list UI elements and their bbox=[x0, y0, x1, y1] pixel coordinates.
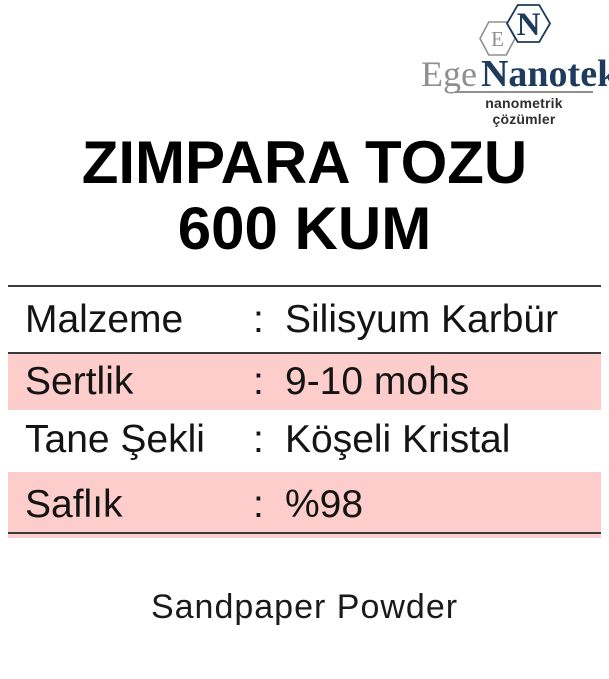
spec-separator: : bbox=[253, 360, 264, 403]
hexagon-letter-n: N bbox=[517, 7, 541, 43]
brand-name-first: Ege bbox=[421, 54, 477, 94]
brand-name-second: Nanotek bbox=[480, 53, 609, 95]
spec-separator: : bbox=[253, 483, 264, 526]
table-row: Malzeme : Silisyum Karbür bbox=[8, 287, 601, 352]
brand-logo: E N Ege Nanotek nanometrik çözümler bbox=[0, 0, 609, 127]
table-row: Saflık : %98 bbox=[8, 472, 601, 538]
product-title: ZIMPARA TOZU 600 KUM bbox=[0, 130, 609, 262]
english-caption: Sandpaper Powder bbox=[150, 588, 459, 626]
table-row: Tane Şekli : Köşeli Kristal bbox=[8, 410, 601, 469]
product-title-line1: ZIMPARA TOZU bbox=[81, 129, 528, 196]
spec-label: Tane Şekli bbox=[25, 417, 205, 461]
spec-value: Köşeli Kristal bbox=[285, 417, 511, 461]
spec-table: Malzeme : Silisyum Karbür Sertlik : 9-10… bbox=[8, 285, 601, 538]
spec-separator: : bbox=[253, 417, 264, 461]
spec-label: Malzeme bbox=[25, 297, 184, 341]
table-top-border bbox=[8, 285, 601, 287]
brand-name: Ege Nanotek bbox=[421, 54, 609, 101]
table-row: Sertlik : 9-10 mohs bbox=[8, 354, 601, 410]
brand-divider bbox=[455, 91, 593, 93]
hexagon-logo-icon: E N bbox=[479, 4, 552, 56]
spec-value: Silisyum Karbür bbox=[285, 297, 559, 341]
spec-value: %98 bbox=[285, 483, 364, 526]
product-title-line2: 600 KUM bbox=[177, 195, 432, 262]
spec-label: Saflık bbox=[25, 483, 123, 526]
brand-tagline: nanometrik çözümler bbox=[485, 95, 563, 127]
spec-separator: : bbox=[253, 297, 264, 341]
spec-label: Sertlik bbox=[25, 360, 134, 403]
table-mid-border bbox=[8, 352, 601, 354]
hexagon-letter-e: E bbox=[491, 27, 504, 51]
hexagon-n-icon bbox=[505, 4, 552, 43]
spec-value: 9-10 mohs bbox=[285, 360, 470, 403]
